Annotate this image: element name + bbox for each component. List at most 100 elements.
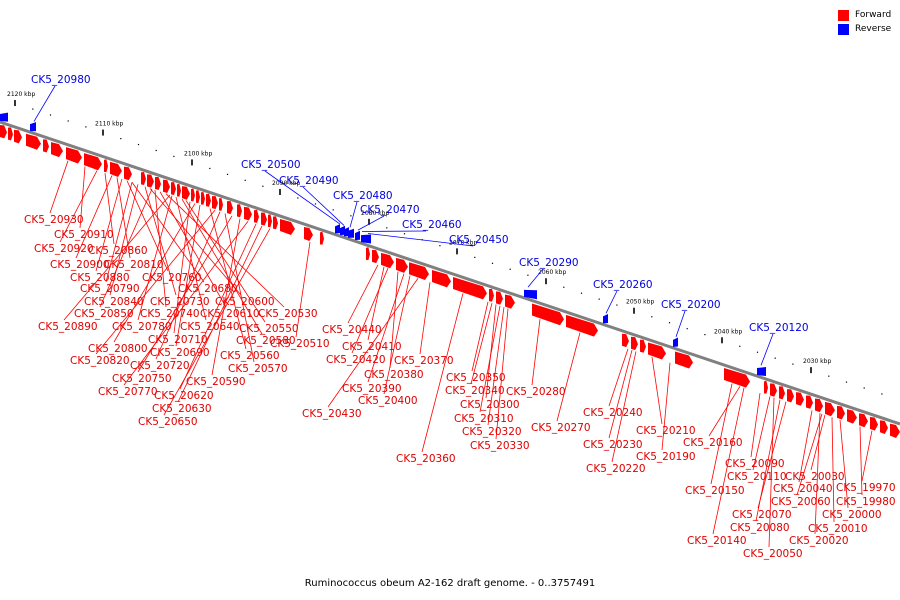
minor-tick: [563, 286, 565, 288]
forward-gene-label: CK5_20270: [531, 422, 591, 434]
forward-gene: [14, 129, 22, 144]
forward-gene-label: CK5_20820: [70, 355, 130, 367]
forward-leader-line: [185, 200, 266, 323]
reverse-leader-line: [349, 201, 358, 228]
forward-gene: [163, 179, 170, 194]
forward-gene-label: CK5_20350: [446, 372, 506, 384]
forward-gene: [26, 133, 41, 150]
forward-gene-label: CK5_20690: [150, 347, 210, 359]
forward-leader-line: [104, 173, 115, 245]
forward-gene-label: CK5_20840: [84, 296, 144, 308]
forward-leader-line: [327, 278, 419, 408]
tick-label: 2100 kbp: [184, 150, 212, 157]
minor-tick: [474, 256, 476, 258]
minor-tick: [173, 155, 175, 158]
forward-gene-label: CK5_20930: [24, 214, 84, 226]
forward-leader-line: [131, 182, 205, 283]
forward-gene: [110, 161, 122, 177]
forward-gene: [141, 171, 146, 185]
forward-gene: [806, 395, 813, 409]
reverse-gene: [348, 228, 354, 238]
tick-label: 2070 kbp: [449, 239, 477, 246]
legend: Forward Reverse: [838, 8, 891, 36]
reverse-gene: [603, 314, 608, 324]
forward-gene-label: CK5_20010: [808, 523, 868, 535]
forward-gene-label: CK5_20370: [394, 355, 454, 367]
forward-gene-label: CK5_20810: [104, 259, 164, 271]
legend-forward: Forward: [838, 8, 891, 22]
forward-leader-line: [531, 319, 541, 386]
forward-gene: [227, 201, 233, 215]
forward-gene-label: CK5_20320: [462, 426, 522, 438]
reverse-gene-label: CK5_20480: [333, 190, 393, 202]
reverse-gene: [344, 227, 349, 237]
forward-leader-line: [495, 308, 509, 440]
minor-tick: [863, 387, 865, 389]
forward-gene: [196, 190, 200, 204]
forward-gene-label: CK5_20330: [470, 440, 530, 452]
forward-gene-label: CK5_20160: [683, 437, 743, 449]
minor-tick: [244, 179, 246, 181]
forward-leader-line: [155, 211, 221, 360]
forward-gene: [304, 227, 313, 242]
forward-leader-line: [661, 362, 671, 451]
forward-gene: [566, 314, 598, 337]
forward-gene-label: CK5_20020: [789, 535, 849, 547]
forward-gene: [532, 303, 564, 326]
forward-gene: [182, 186, 190, 200]
minor-tick: [668, 322, 671, 324]
forward-gene: [372, 249, 379, 264]
forward-gene-label: CK5_20400: [358, 395, 418, 407]
forward-leader-line: [859, 426, 863, 496]
forward-gene-label: CK5_20550: [239, 323, 299, 335]
forward-leader-line: [165, 193, 285, 308]
reverse-gene-label: CK5_20450: [449, 234, 509, 246]
forward-leader-line: [611, 351, 637, 463]
forward-swatch: [838, 9, 849, 21]
forward-gene-label: CK5_20240: [583, 407, 643, 419]
forward-leader-line: [421, 293, 464, 453]
forward-gene-label: CK5_20230: [583, 439, 643, 451]
forward-leader-line: [209, 208, 247, 350]
forward-gene: [66, 147, 82, 164]
minor-tick: [137, 143, 140, 146]
tick-label: 2080 kbp: [361, 210, 389, 217]
reverse-gene: [673, 337, 678, 347]
forward-gene-label: CK5_20620: [154, 390, 214, 402]
forward-gene: [206, 193, 211, 207]
minor-tick: [209, 167, 211, 170]
forward-gene-label: CK5_20650: [138, 416, 198, 428]
forward-gene: [622, 333, 629, 348]
forward-gene-label: CK5_20900: [50, 259, 110, 271]
reverse-gene: [335, 224, 340, 234]
forward-gene-label: CK5_20890: [38, 321, 98, 333]
forward-gene: [724, 367, 750, 388]
forward-leader-line: [211, 218, 241, 376]
forward-gene-label: CK5_20740: [140, 308, 200, 320]
forward-leader-line: [177, 225, 263, 403]
forward-leader-line: [471, 301, 489, 372]
forward-gene: [8, 127, 13, 141]
forward-gene-label: CK5_20910: [54, 229, 114, 241]
forward-gene-label: CK5_20590: [186, 376, 246, 388]
forward-leader-line: [755, 399, 781, 522]
minor-tick: [403, 233, 406, 235]
minor-tick: [774, 357, 776, 359]
forward-gene: [261, 212, 267, 226]
forward-gene: [171, 182, 176, 196]
forward-leader-line: [752, 396, 771, 471]
forward-gene: [815, 398, 823, 413]
forward-gene-label: CK5_20780: [112, 321, 172, 333]
forward-gene: [631, 336, 638, 351]
reverse-gene-label: CK5_20460: [402, 219, 462, 231]
forward-leader-line: [181, 198, 263, 335]
forward-gene-label: CK5_20680: [178, 283, 238, 295]
forward-gene: [104, 159, 108, 173]
forward-gene-label: CK5_20040: [773, 483, 833, 495]
forward-gene: [147, 174, 154, 188]
forward-gene: [0, 125, 7, 139]
forward-gene-label: CK5_19980: [836, 496, 896, 508]
forward-gene: [219, 197, 223, 211]
